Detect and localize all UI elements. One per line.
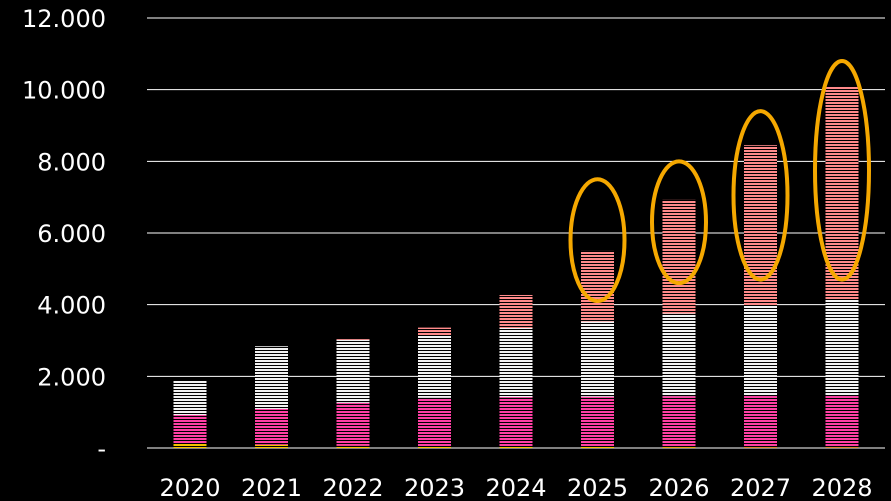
bar-segment — [499, 446, 533, 448]
x-axis-ticks: 2020 2021 2022 2023 2024 2025 2026 2027 2028 — [159, 474, 872, 501]
highlight-oval — [731, 109, 790, 282]
y-tick-label: 10.000 — [22, 77, 106, 105]
bar-segment — [744, 396, 777, 448]
bar-segment — [418, 327, 451, 336]
x-tick-label: 2027 — [730, 474, 791, 501]
bars — [173, 86, 859, 448]
highlight-oval — [650, 159, 708, 286]
bar-segment — [255, 444, 288, 448]
bar-segment — [744, 305, 777, 397]
bar-segment — [499, 327, 533, 398]
bar-segment — [662, 447, 696, 448]
bar-segment — [255, 346, 288, 409]
x-tick-label: 2026 — [648, 474, 709, 501]
bar-segment — [581, 396, 614, 447]
bar-segment — [662, 199, 696, 314]
bar-segment — [418, 397, 451, 447]
x-tick-label: 2020 — [159, 474, 220, 501]
bar-segment — [173, 380, 207, 416]
y-tick-label: 4.000 — [37, 292, 106, 320]
bar-segment — [418, 446, 451, 448]
bar-segment — [825, 86, 859, 300]
bar-segment — [336, 445, 370, 448]
y-tick-label: - — [97, 435, 106, 463]
bar-segment — [418, 335, 451, 398]
y-tick-label: 6.000 — [37, 220, 106, 248]
highlight-oval — [568, 177, 627, 304]
x-tick-label: 2021 — [241, 474, 302, 501]
bar-segment — [336, 338, 370, 340]
bar-segment — [173, 415, 207, 444]
bar-segment — [825, 299, 859, 397]
highlight-ovals — [568, 59, 871, 304]
bar-segment — [336, 402, 370, 446]
y-tick-label: 12.000 — [22, 5, 106, 33]
bar-segment — [581, 250, 614, 322]
bar-segment — [581, 321, 614, 397]
bar-segment — [255, 408, 288, 445]
bar-segment — [825, 396, 859, 448]
bar-segment — [581, 446, 614, 448]
bar-segment — [744, 447, 777, 448]
x-tick-label: 2024 — [485, 474, 546, 501]
highlight-oval — [813, 59, 871, 282]
x-tick-label: 2025 — [567, 474, 628, 501]
bar-segment — [499, 397, 533, 447]
y-axis-ticks: - 2.000 4.000 6.000 8.000 10.000 12.000 — [22, 5, 106, 463]
bar-segment — [662, 396, 696, 448]
bar-segment — [173, 443, 207, 448]
bar-segment — [662, 313, 696, 397]
x-tick-label: 2022 — [322, 474, 383, 501]
y-tick-label: 2.000 — [37, 363, 106, 391]
bar-segment — [499, 294, 533, 328]
x-tick-label: 2023 — [404, 474, 465, 501]
y-tick-label: 8.000 — [37, 148, 106, 176]
bar-segment — [744, 145, 777, 306]
bar-segment — [825, 447, 859, 448]
bar-segment — [336, 339, 370, 403]
x-tick-label: 2028 — [811, 474, 872, 501]
